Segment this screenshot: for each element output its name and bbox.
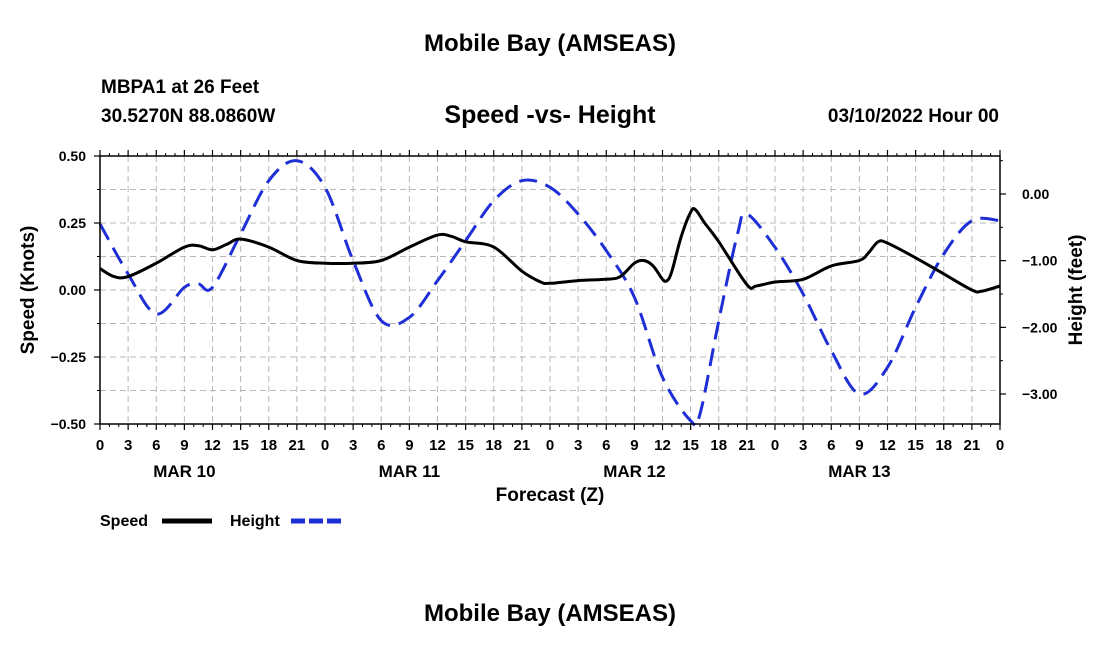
x-tick-label: 6 (152, 437, 160, 454)
x-tick-label: 12 (429, 437, 446, 454)
x-tick-label: 18 (710, 437, 727, 454)
x-tick-label: 12 (204, 437, 221, 454)
x-tick-label: 9 (405, 437, 413, 454)
station-label: MBPA1 at 26 Feet (101, 77, 260, 98)
y-axis-label-left: Speed (Knots) (18, 226, 39, 355)
day-label: MAR 13 (828, 462, 890, 481)
x-tick-label: 21 (964, 437, 981, 454)
x-tick-label: 15 (682, 437, 699, 454)
chart-main-title: Mobile Bay (AMSEAS) (423, 30, 677, 57)
x-tick-label: 9 (180, 437, 188, 454)
forecast-datetime: 03/10/2022 Hour 00 (827, 106, 999, 127)
x-tick-label: 6 (377, 437, 385, 454)
x-tick-label: 0 (996, 437, 1004, 454)
x-tick-label: 15 (907, 437, 924, 454)
x-tick-label: 3 (124, 437, 132, 454)
plot-frame (99, 155, 1001, 425)
chart-subtitle: Speed -vs- Height (444, 101, 656, 129)
x-tick-label: 12 (879, 437, 896, 454)
y-left-tick-labels: 0.50 0.25 0.00 −0.25 −0.50 (51, 148, 87, 432)
y-right-tick-label: −3.00 (1022, 386, 1058, 402)
x-tick-label: 0 (771, 437, 779, 454)
y-right-tick-labels: 0.00 −1.00 −2.00 −3.00 (1022, 186, 1058, 402)
grid-lines (100, 156, 1000, 424)
day-label: MAR 11 (379, 462, 440, 481)
footer-title: Mobile Bay (AMSEAS) (423, 600, 677, 627)
x-tick-label: 0 (321, 437, 329, 454)
day-labels: MAR 10 MAR 11 MAR 12 MAR 13 (153, 462, 890, 481)
x-tick-label: 3 (349, 437, 357, 454)
x-tick-label: 18 (485, 437, 502, 454)
x-tick-label: 18 (935, 437, 952, 454)
x-tick-label: 21 (739, 437, 756, 454)
x-tick-label: 6 (602, 437, 610, 454)
x-tick-label: 3 (574, 437, 582, 454)
y-left-tick-label: 0.25 (59, 215, 86, 231)
y-left-tick-label: 0.50 (59, 148, 86, 164)
x-tick-label: 0 (546, 437, 554, 454)
x-tick-label: 3 (799, 437, 807, 454)
x-tick-labels: 0 3 6 9 12 15 18 21 0 3 6 9 12 15 18 21 0 3 6 9 12 15 18 21 0 3 6 9… (96, 437, 1004, 454)
y-right-tick-label: −1.00 (1022, 253, 1058, 269)
x-tick-label: 15 (457, 437, 474, 454)
legend-label-height: Height (230, 513, 280, 530)
x-tick-label: 15 (232, 437, 249, 454)
series-lines (98, 159, 1001, 428)
series-line-speed (99, 207, 1001, 294)
y-right-tick-label: −2.00 (1022, 319, 1058, 335)
y-axis-label-right: Height (feet) (1066, 235, 1087, 346)
legend-label-speed: Speed (100, 513, 148, 530)
x-tick-label: 9 (630, 437, 638, 454)
series-line-height (98, 159, 1001, 428)
x-tick-label: 21 (289, 437, 306, 454)
day-label: MAR 10 (153, 462, 215, 481)
x-tick-label: 6 (827, 437, 835, 454)
y-left-tick-label: −0.25 (51, 349, 87, 365)
y-left-tick-label: 0.00 (59, 282, 86, 298)
x-tick-label: 18 (260, 437, 277, 454)
x-tick-label: 0 (96, 437, 104, 454)
y-left-tick-label: −0.50 (51, 416, 87, 432)
day-label: MAR 12 (603, 462, 665, 481)
x-axis-label: Forecast (Z) (496, 485, 605, 506)
y-right-tick-label: 0.00 (1022, 186, 1049, 202)
legend: Speed Height (100, 513, 342, 530)
x-tick-label: 9 (855, 437, 863, 454)
station-coordinates: 30.5270N 88.0860W (101, 106, 276, 127)
x-tick-label: 21 (514, 437, 531, 454)
x-tick-label: 12 (654, 437, 671, 454)
